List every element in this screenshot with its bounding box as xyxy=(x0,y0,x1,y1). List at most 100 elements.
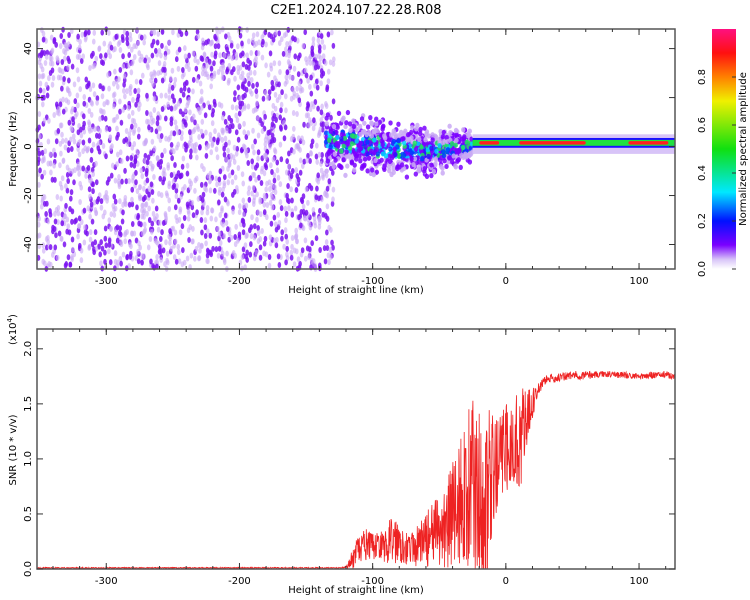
spectrogram-cell xyxy=(409,129,414,135)
spectrogram-cell xyxy=(236,84,241,91)
spectrogram-cell xyxy=(82,100,87,107)
spectrogram-cell xyxy=(246,72,250,79)
spectrogram-cell xyxy=(41,242,46,249)
spectrogram-cell xyxy=(93,126,97,133)
spectrogram-cell xyxy=(233,252,238,259)
spectrogram-cell xyxy=(349,159,355,165)
spectrogram-cell xyxy=(52,111,57,118)
spectrogram-cell xyxy=(450,159,455,165)
spectrogram-cell xyxy=(186,227,191,234)
spectrogram-cell xyxy=(321,53,326,60)
spectrogram-cell xyxy=(282,119,286,126)
spectrogram-cell xyxy=(127,52,131,59)
spectrogram-cell xyxy=(138,184,142,191)
spectrogram-cell xyxy=(222,182,227,189)
spectrogram-cell xyxy=(103,235,108,242)
spectrogram-cell xyxy=(204,57,208,64)
spectrogram-cell xyxy=(245,152,249,159)
spectrogram-cell xyxy=(44,81,49,88)
spectrogram-cell xyxy=(118,225,123,232)
spectrogram-cell xyxy=(178,229,183,236)
spectrogram-cell xyxy=(135,148,139,155)
spectrogram-cell xyxy=(176,129,180,136)
spectrogram-cell xyxy=(56,128,61,135)
spectrogram-cell xyxy=(260,34,265,41)
spectrogram-cell xyxy=(290,197,294,204)
spectrogram-cell xyxy=(249,76,254,83)
spectrogram-cell xyxy=(331,163,336,170)
spectrogram-cell xyxy=(81,139,86,146)
spectrogram-cell xyxy=(268,50,273,57)
spectrogram-cell xyxy=(37,232,42,239)
spectrogram-cell xyxy=(112,211,117,218)
spectrogram-cell xyxy=(117,39,122,46)
spectrogram-cell xyxy=(128,85,132,92)
spectrogram-cell xyxy=(177,216,182,223)
spectrogram-cell xyxy=(179,193,183,200)
spectrogram-cell xyxy=(220,250,225,257)
spectrogram-cell xyxy=(176,65,181,72)
spectrogram-cell xyxy=(36,221,41,228)
spectrogram-cell xyxy=(290,234,295,241)
spectrogram-cell xyxy=(264,186,268,193)
spectrogram-cell xyxy=(178,206,183,213)
spectrogram-cell xyxy=(210,140,215,147)
spectrogram-cell xyxy=(279,124,283,131)
spectrogram-cell xyxy=(358,140,363,146)
spectrogram-cell xyxy=(166,48,171,55)
spectrogram-cell xyxy=(149,181,154,188)
spectrogram-cell xyxy=(122,81,126,88)
spectrogram-cell xyxy=(277,60,282,67)
spectrogram-cell xyxy=(48,208,52,215)
spectrogram-cell xyxy=(131,96,135,103)
spectrogram-cell xyxy=(275,167,280,174)
spectrogram-cell xyxy=(79,126,83,133)
spectrogram-cell xyxy=(249,241,253,248)
spectrogram-cell xyxy=(270,85,275,92)
spectrogram-cell xyxy=(323,258,328,265)
spectrogram-cell xyxy=(292,148,296,155)
spectrogram-cell xyxy=(278,69,282,76)
spectrogram-cell xyxy=(135,27,140,34)
spectrogram-cell xyxy=(88,64,92,71)
spectrogram-cell xyxy=(173,204,178,211)
spectrogram-cell xyxy=(306,152,310,159)
spectrogram-cell xyxy=(302,121,306,128)
spectrogram-cell xyxy=(224,127,229,134)
spectrogram-cell xyxy=(273,105,278,112)
spectrogram-cell xyxy=(307,117,312,124)
spectrogram-cell xyxy=(440,134,446,140)
spectrogram-cell xyxy=(129,155,134,162)
spectrogram-cell xyxy=(325,192,330,199)
spectrogram-cell xyxy=(453,142,458,148)
spectrogram-cell xyxy=(328,246,333,253)
spectrogram-cell xyxy=(253,69,257,76)
spectrogram-cell xyxy=(180,223,185,230)
spectrogram-cell xyxy=(81,165,86,172)
spectrogram-cell xyxy=(132,53,137,60)
spectrogram-cell xyxy=(273,147,277,154)
spectrogram-cell xyxy=(240,100,245,107)
spectrogram-cell xyxy=(99,53,103,60)
spectrogram-cell xyxy=(147,205,151,212)
spectrogram-cell xyxy=(373,157,378,164)
spectrogram-cell xyxy=(241,61,246,68)
spectrogram-cell xyxy=(324,121,329,127)
spectrogram-cell xyxy=(41,30,46,37)
spectrogram-cell xyxy=(235,188,240,195)
spectrogram-cell xyxy=(101,213,106,220)
spectrogram-cell xyxy=(233,96,237,103)
spectrogram-cell xyxy=(246,130,251,137)
y-tick-label: 0.5 xyxy=(23,506,34,522)
spectrogram-cell xyxy=(272,137,277,144)
spectrogram-cell xyxy=(147,217,152,224)
spectrogram-cell xyxy=(399,162,405,168)
spectrogram-cell xyxy=(117,230,122,237)
spectrogram-cell xyxy=(204,144,209,151)
spectrogram-cell xyxy=(88,229,93,236)
spectrogram-cell xyxy=(92,91,97,98)
spectrogram-cell xyxy=(46,138,51,145)
spectrogram-cell xyxy=(331,186,336,193)
spectrogram-cell xyxy=(167,233,172,240)
